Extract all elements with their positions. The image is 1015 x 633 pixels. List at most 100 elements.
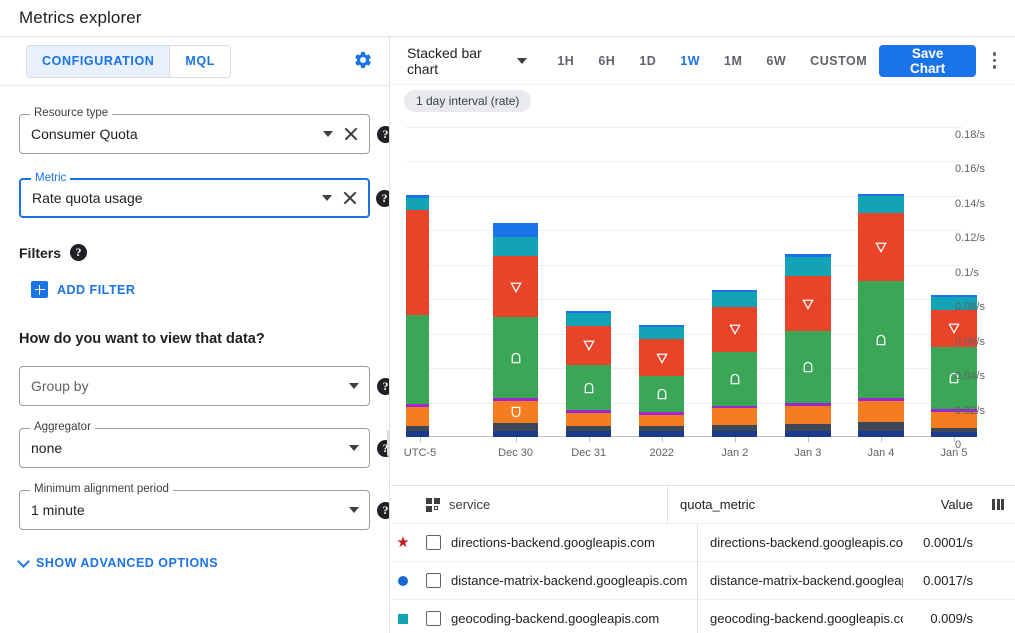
show-advanced-options-button[interactable]: SHOW ADVANCED OPTIONS [17,554,370,570]
bar-segment[interactable] [858,400,904,423]
bar-segment[interactable] [712,430,758,437]
bar-segment[interactable] [566,313,612,326]
resource-type-field[interactable]: Resource type Consumer Quota ? [19,107,389,154]
help-icon[interactable]: ? [70,244,88,261]
bar-segment[interactable] [712,292,758,307]
save-chart-button[interactable]: Save Chart [879,44,977,77]
range-1d[interactable]: 1D [639,53,657,68]
table-row[interactable]: geocoding-backend.googleapis.com geocodi… [391,599,1015,633]
bar-segment[interactable] [858,213,904,282]
bar-segment[interactable] [931,412,977,428]
group-by-field[interactable]: Group by ? [19,366,389,406]
bar-segment[interactable] [566,310,612,313]
aggregator-field[interactable]: Aggregator none ? [19,421,389,468]
chart-bar[interactable] [492,127,539,437]
range-1m[interactable]: 1M [724,53,743,68]
column-header-service[interactable]: service [449,497,491,512]
bar-segment[interactable] [785,254,831,258]
tab-mql[interactable]: MQL [169,45,230,77]
bar-segment[interactable] [639,325,685,328]
row-checkbox[interactable] [425,573,441,588]
bar-segment[interactable] [566,412,612,426]
bar-segment[interactable] [931,431,977,437]
chart-bar[interactable] [785,127,831,437]
interval-chip[interactable]: 1 day interval (rate) [404,90,532,112]
bar-segment[interactable] [712,289,758,292]
bar-segment[interactable] [858,430,904,437]
select-all-grid-icon[interactable] [426,497,440,512]
bar-segment[interactable] [566,364,612,411]
bar-segment[interactable] [492,222,539,238]
tab-configuration[interactable]: CONFIGURATION [27,45,170,77]
help-icon[interactable]: ? [377,125,389,143]
bar-segment[interactable] [639,425,685,431]
help-icon[interactable]: ? [377,377,389,395]
help-icon[interactable]: ? [376,189,389,207]
bar-segment[interactable] [931,409,977,413]
bar-segment[interactable] [712,405,758,408]
chart-bar[interactable] [566,127,612,437]
bar-segment[interactable] [712,407,758,425]
row-checkbox[interactable] [425,611,441,626]
panel-resize-handle[interactable] [387,430,390,456]
help-icon[interactable]: ? [377,501,389,519]
chart-bar[interactable] [712,127,758,437]
chevron-down-icon[interactable] [322,195,332,201]
chart-plot-area[interactable]: UTC-5 Dec 30 Dec 31 2022 Jan 2 Jan 3 Jan 4 Jan … [404,127,977,459]
bar-segment[interactable] [492,398,539,401]
column-header-value[interactable]: Value [940,497,973,512]
bar-segment[interactable] [406,425,429,431]
bar-segment[interactable] [492,430,539,437]
bar-segment[interactable] [406,194,429,198]
bar-segment[interactable] [785,430,831,437]
bar-segment[interactable] [639,414,685,426]
bar-segment[interactable] [931,296,977,310]
chevron-down-icon[interactable] [349,507,359,513]
row-checkbox-cell[interactable] [415,611,451,626]
bar-segment[interactable] [406,314,429,405]
chart-bar[interactable] [858,127,904,437]
range-6w[interactable]: 6W [766,53,787,68]
bar-segment[interactable] [406,209,429,315]
table-row[interactable]: ★ directions-backend.googleapis.com dire… [391,523,1015,562]
bar-segment[interactable] [931,309,977,347]
bar-segment[interactable] [858,193,904,196]
bar-segment[interactable] [858,281,904,399]
column-header-quota-metric[interactable]: quota_metric [667,485,903,524]
row-checkbox-cell[interactable] [415,535,451,550]
columns-settings-icon[interactable] [981,499,1015,510]
bar-segment[interactable] [492,400,539,424]
bar-segment[interactable] [858,398,904,401]
bar-segment[interactable] [931,427,977,432]
bar-segment[interactable] [492,256,539,318]
close-icon[interactable] [343,126,359,142]
gear-icon[interactable] [353,50,373,75]
chart-bar[interactable] [931,127,977,437]
kebab-menu-icon[interactable] [984,52,1005,69]
table-row[interactable]: distance-matrix-backend.googleapis.com d… [391,561,1015,600]
chevron-down-icon[interactable] [323,131,333,137]
bar-segment[interactable] [785,275,831,332]
bar-segment[interactable] [639,430,685,437]
bar-segment[interactable] [406,406,429,426]
chevron-down-icon[interactable] [349,445,359,451]
chevron-down-icon[interactable] [349,383,359,389]
bar-segment[interactable] [492,237,539,257]
alignment-period-field[interactable]: Minimum alignment period 1 minute ? [19,483,389,530]
row-checkbox[interactable] [425,535,441,550]
range-1w[interactable]: 1W [680,53,701,68]
bar-segment[interactable] [785,424,831,431]
bar-segment[interactable] [639,327,685,340]
bar-segment[interactable] [712,306,758,353]
range-1h[interactable]: 1H [557,53,575,68]
row-checkbox-cell[interactable] [415,573,451,588]
bar-segment[interactable] [406,404,429,407]
chart-bar[interactable] [406,127,429,437]
bar-segment[interactable] [712,352,758,406]
bar-segment[interactable] [785,406,831,425]
bar-segment[interactable] [785,403,831,406]
range-custom[interactable]: CUSTOM [810,53,868,68]
chart-bar[interactable] [639,127,685,437]
chart-type-selector[interactable]: Stacked bar chart [407,45,528,77]
bar-segment[interactable] [931,295,977,297]
